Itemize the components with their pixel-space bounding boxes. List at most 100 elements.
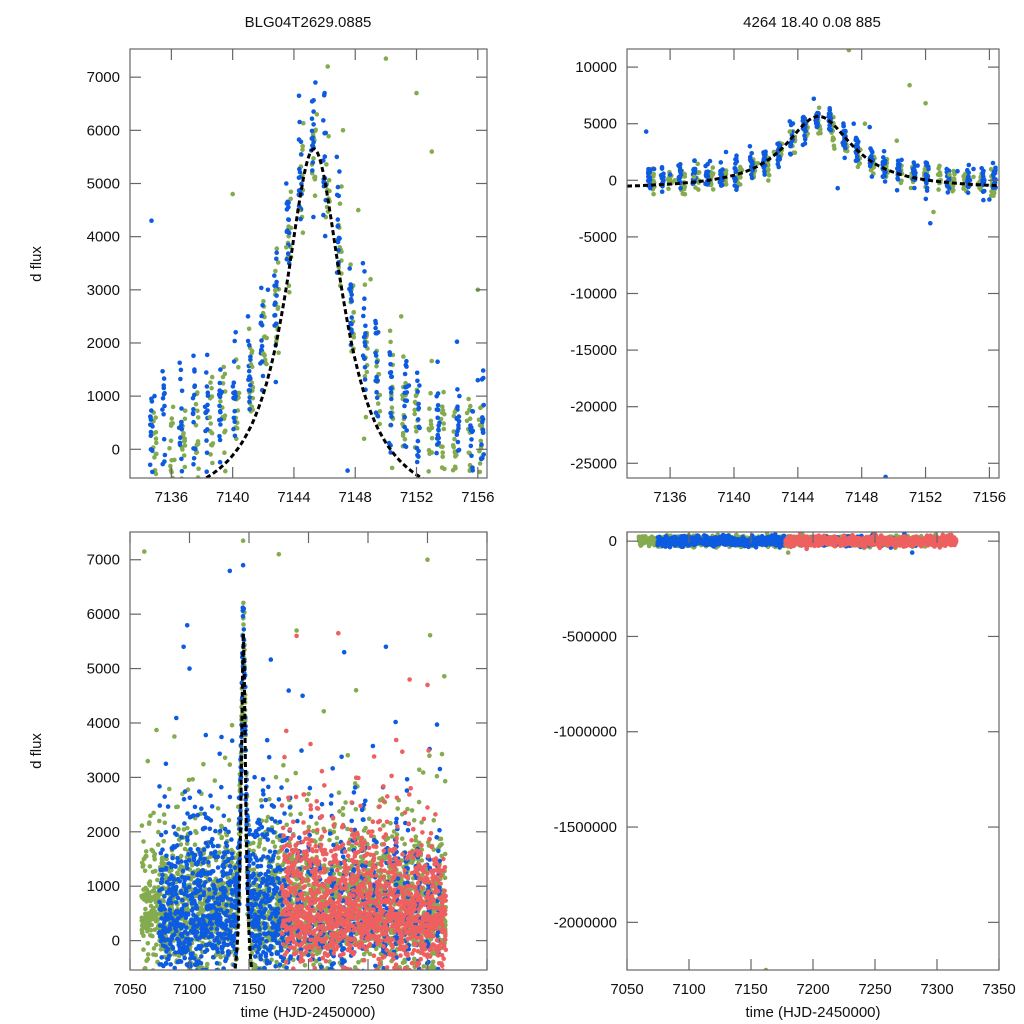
data-point-blue <box>205 844 210 849</box>
data-point-green <box>336 790 342 795</box>
data-point-blue <box>179 388 185 394</box>
data-point-blue <box>162 976 167 981</box>
data-point-green <box>723 171 729 177</box>
data-point-green <box>367 951 373 957</box>
data-point-green <box>288 196 294 202</box>
data-point-green <box>429 358 435 364</box>
data-point-blue <box>749 151 754 156</box>
data-point-green <box>402 841 408 847</box>
data-point-blue <box>298 139 304 145</box>
data-point-blue <box>245 314 251 319</box>
data-point-green <box>230 191 235 197</box>
data-point-blue <box>160 407 165 412</box>
data-point-blue <box>374 359 380 365</box>
data-point-blue <box>191 419 196 425</box>
data-point-blue <box>362 269 367 274</box>
data-point-blue <box>184 623 190 628</box>
data-point-blue <box>966 170 971 176</box>
data-point-blue <box>311 122 316 127</box>
data-point-green <box>816 105 822 111</box>
data-point-green <box>832 146 837 151</box>
data-point-blue <box>434 442 440 447</box>
data-point-blue <box>388 390 394 395</box>
y-tick-label: 3000 <box>87 282 120 299</box>
data-point-green <box>151 810 156 816</box>
y-tick-label: 10000 <box>575 59 617 76</box>
data-point-blue <box>246 368 252 374</box>
data-point-green <box>274 959 279 965</box>
data-point-green <box>387 328 393 334</box>
data-point-blue <box>161 412 166 417</box>
data-point-green <box>312 193 318 198</box>
data-point-blue <box>777 154 782 159</box>
data-point-green <box>313 839 318 845</box>
data-point-blue <box>232 419 237 425</box>
data-point-blue <box>178 367 184 373</box>
data-point-blue <box>659 175 665 181</box>
data-point-blue <box>987 197 992 202</box>
data-point-blue <box>455 428 460 434</box>
data-point-blue <box>749 175 755 181</box>
data-point-green <box>427 753 432 758</box>
data-point-green <box>442 778 448 784</box>
data-point-green <box>152 455 157 460</box>
data-point-green <box>155 877 160 883</box>
data-point-blue <box>402 403 407 409</box>
data-point-green <box>395 806 401 811</box>
data-point-blue <box>186 875 191 881</box>
data-point-blue <box>172 877 177 882</box>
data-point-green <box>185 825 190 831</box>
data-point-blue <box>209 851 214 856</box>
data-point-blue <box>209 1002 214 1007</box>
data-point-blue <box>217 433 222 439</box>
data-point-blue <box>186 1000 191 1005</box>
data-point-blue <box>184 862 190 867</box>
data-point-blue <box>203 428 208 434</box>
data-point-blue <box>209 804 215 809</box>
data-point-blue <box>946 186 952 191</box>
data-point-green <box>284 822 290 828</box>
data-point-blue <box>149 218 154 223</box>
data-point-blue <box>223 912 229 918</box>
data-point-blue <box>881 149 887 154</box>
data-point-blue <box>272 312 278 318</box>
data-point-blue <box>220 950 225 955</box>
data-point-blue <box>160 847 165 852</box>
data-point-blue <box>178 1006 183 1011</box>
data-point-blue <box>158 850 164 856</box>
data-point-green <box>388 821 393 826</box>
data-point-blue <box>170 881 176 887</box>
data-point-blue <box>981 197 986 203</box>
data-point-green <box>427 406 432 412</box>
data-point-blue <box>162 794 167 799</box>
data-point-green <box>442 674 447 679</box>
y-tick-label: 4000 <box>87 229 120 246</box>
data-point-green <box>695 161 700 167</box>
data-point-blue <box>230 384 236 389</box>
data-point-green <box>398 314 404 319</box>
data-point-blue <box>198 856 203 862</box>
data-point-green <box>331 829 337 835</box>
data-point-green <box>430 959 436 965</box>
data-point-blue <box>402 371 408 377</box>
panel-top-left: 7136 7140 7144 7148 7152 71560100020003000400… <box>87 48 494 506</box>
data-point-green <box>209 385 214 391</box>
data-point-green <box>301 120 306 126</box>
data-point-blue <box>404 358 409 364</box>
data-point-blue <box>435 403 441 408</box>
data-point-blue <box>843 145 848 151</box>
data-point-blue <box>178 376 183 382</box>
data-point-green <box>362 282 368 288</box>
data-point-blue <box>198 960 204 966</box>
data-point-green <box>464 418 470 424</box>
data-point-blue <box>803 128 808 134</box>
data-point-blue <box>223 922 229 928</box>
data-point-blue <box>732 178 738 184</box>
data-point-blue <box>187 795 193 801</box>
data-point-blue <box>247 343 252 348</box>
data-point-blue <box>335 237 341 243</box>
data-point-green <box>149 973 154 978</box>
data-point-green <box>196 466 201 472</box>
data-point-blue <box>203 409 209 415</box>
xlabel-bottom-left: time (HJD-2450000) <box>240 1004 375 1021</box>
